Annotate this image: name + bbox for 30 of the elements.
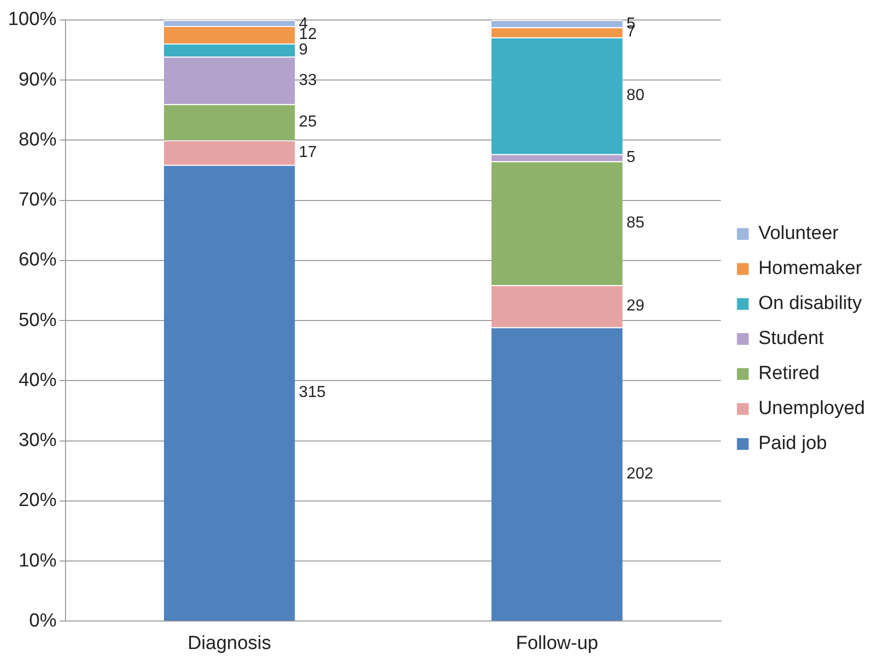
y-tick-label: 80%: [18, 129, 57, 150]
annotation: 29: [626, 298, 644, 315]
y-tick-label: 100%: [8, 9, 57, 30]
y-tick-label: 90%: [18, 69, 57, 90]
x-tick-label: Follow-up: [516, 632, 598, 654]
y-tick-label: 70%: [18, 190, 57, 211]
annotation: 315: [298, 384, 326, 402]
annotation: 5: [626, 149, 636, 166]
x-tick-label: Diagnosis: [188, 632, 272, 654]
y-tick-label: 60%: [18, 250, 57, 271]
y-tick-label: 40%: [18, 370, 57, 391]
y-tick-label: 30%: [18, 430, 57, 452]
annotation: 85: [626, 214, 644, 232]
annotation: 17: [298, 144, 317, 161]
legend-label: Homemaker: [758, 258, 862, 280]
y-tick-label: 20%: [18, 490, 57, 512]
y-tick-label: 10%: [18, 550, 57, 572]
legend-label: Student: [758, 328, 825, 350]
legend-label: Paid job: [758, 433, 827, 454]
annotation: 9: [298, 41, 308, 58]
legend-label: Volunteer: [758, 223, 840, 244]
annotation: 25: [298, 114, 317, 131]
legend-label: Unemployed: [758, 398, 865, 420]
annotation: 33: [298, 72, 317, 89]
annotation: 202: [626, 465, 654, 482]
y-tick-label: 50%: [18, 310, 57, 331]
annotation: 80: [626, 87, 644, 104]
legend-label: Retired: [758, 363, 820, 384]
legend-label: On disability: [758, 293, 862, 314]
y-tick-label: 0%: [29, 610, 57, 632]
